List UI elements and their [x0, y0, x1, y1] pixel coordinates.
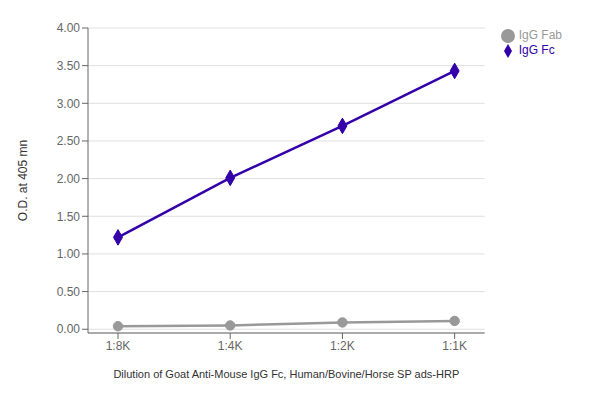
- svg-text:1:8K: 1:8K: [106, 339, 131, 353]
- svg-text:4.00: 4.00: [57, 21, 81, 35]
- svg-text:1:4K: 1:4K: [218, 339, 243, 353]
- svg-text:3.50: 3.50: [57, 59, 81, 73]
- svg-text:0.00: 0.00: [57, 322, 81, 336]
- svg-text:1:2K: 1:2K: [330, 339, 355, 353]
- svg-text:Dilution of Goat Anti-Mouse Ig: Dilution of Goat Anti-Mouse IgG Fc, Huma…: [113, 368, 459, 380]
- html-text:IgG Fc: IgG Fc: [518, 42, 555, 57]
- svg-text:2.00: 2.00: [57, 172, 81, 186]
- svg-text:1.50: 1.50: [57, 210, 81, 224]
- html-text:IgG Fab: IgG Fab: [518, 28, 562, 42]
- svg-text:1.00: 1.00: [57, 247, 81, 261]
- svg-text:2.50: 2.50: [57, 134, 81, 148]
- svg-text:O.D. at 405 mn: O.D. at 405 mn: [16, 140, 30, 221]
- svg-text:3.00: 3.00: [57, 97, 81, 111]
- svg-text:1:1K: 1:1K: [442, 339, 467, 353]
- svg-text:0.50: 0.50: [57, 285, 81, 299]
